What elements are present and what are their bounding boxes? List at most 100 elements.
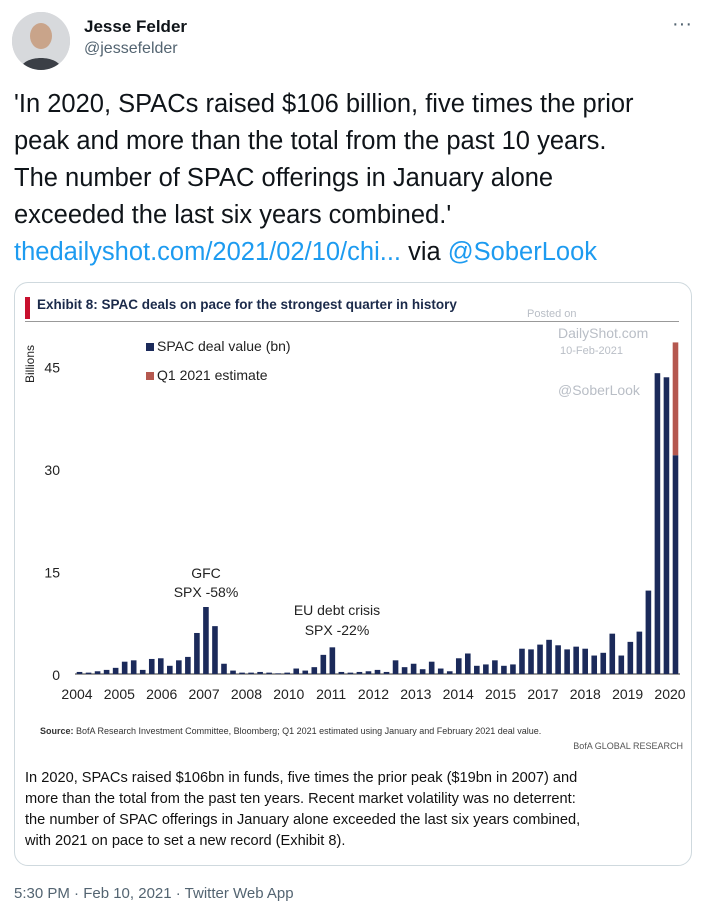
spac-deal-bar: [510, 664, 516, 674]
chart-description: In 2020, SPACs raised $106bn in funds, f…: [25, 768, 685, 852]
spac-deal-bar: [239, 672, 245, 674]
x-tick-label: 2008: [231, 686, 262, 702]
spac-bar-chart: 0 15 30 45 Billions 2004 2005 2006 2007 2008 2010 2…: [23, 338, 686, 702]
spac-deal-bar: [212, 626, 218, 674]
spac-deal-bar: [636, 631, 643, 674]
spac-deal-bar: [320, 654, 327, 674]
avatar-image: [12, 12, 70, 70]
spac-deal-bar: [329, 647, 336, 674]
spac-deal-bar: [275, 673, 281, 674]
spac-deal-bar: [293, 668, 300, 674]
y-tick-label: 0: [52, 667, 60, 683]
spac-deal-bar: [121, 661, 128, 674]
more-options-icon[interactable]: ···: [672, 13, 692, 35]
spac-deal-bar: [194, 632, 200, 674]
spac-deal-bar: [600, 652, 607, 674]
x-tick-label: 2005: [104, 686, 135, 702]
x-tick-label: 2013: [400, 686, 431, 702]
spac-deal-bar: [654, 373, 661, 674]
y-tick-label: 15: [44, 564, 60, 580]
tweet-timestamp[interactable]: 5:30 PM · Feb 10, 2021 · Twitter Web App: [14, 885, 294, 902]
spac-deal-bar: [130, 660, 137, 674]
y-tick-label: 45: [44, 359, 60, 375]
spac-deal-bar: [555, 645, 561, 674]
spac-deal-bar: [519, 648, 525, 674]
spac-deal-bar: [347, 672, 354, 674]
x-tick-label: 2006: [146, 686, 177, 702]
x-tick-label: 2007: [188, 686, 219, 702]
spac-deal-bar: [311, 667, 318, 674]
avatar[interactable]: [12, 12, 70, 70]
spac-deal-bar: [672, 455, 679, 674]
spac-deal-bar: [627, 641, 634, 674]
x-tick-label: 2020: [654, 686, 685, 702]
spac-deal-bar: [383, 671, 390, 674]
mention-link[interactable]: @SoberLook: [447, 238, 598, 266]
spac-deal-bar: [591, 655, 598, 674]
x-tick-label: 2010: [273, 686, 304, 702]
watermark-site: DailyShot.com: [558, 325, 649, 341]
spac-deal-bar: [302, 670, 309, 674]
x-tick-label: 2015: [485, 686, 516, 702]
exhibit-divider: [25, 321, 679, 322]
spac-deal-bar: [492, 660, 498, 674]
spac-deal-bar: [103, 669, 110, 674]
y-axis-label: Billions: [23, 345, 37, 383]
x-tick-label: 2014: [443, 686, 474, 702]
spac-deal-bar: [455, 658, 462, 674]
legend-label-deal: SPAC deal value (bn): [157, 338, 291, 354]
tweet-text-line: peak and more than the total from the pa…: [14, 127, 607, 155]
tweet-link-line: thedailyshot.com/2021/02/10/chi... via @…: [14, 234, 699, 271]
spac-deal-bar: [573, 646, 579, 674]
bofa-label: BofA GLOBAL RESEARCH: [573, 741, 683, 751]
exhibit-accent: [25, 297, 30, 319]
x-tick-label: 2018: [570, 686, 601, 702]
tweet-text-line: 'In 2020, SPACs raised $106 billion, fiv…: [14, 90, 634, 118]
legend-label-estimate: Q1 2021 estimate: [157, 367, 268, 383]
spac-deal-bar: [365, 671, 372, 674]
spac-deal-bar: [221, 663, 227, 674]
author-name[interactable]: Jesse Felder: [84, 17, 188, 36]
spac-deal-bar: [203, 607, 209, 674]
via-text: via: [401, 238, 448, 266]
spac-deal-bar: [546, 639, 552, 674]
spac-deal-bar: [248, 672, 254, 674]
legend-swatch-deal: [146, 343, 154, 351]
tweet-text-line: The number of SPAC offerings in January …: [14, 164, 554, 192]
watermark-date: 10-Feb-2021: [560, 345, 623, 357]
spac-deal-bar: [618, 655, 625, 674]
spac-deal-bar: [564, 649, 570, 674]
spac-deal-bar: [167, 665, 173, 674]
spac-deal-bar: [148, 658, 155, 674]
watermark-handle: @SoberLook: [558, 382, 640, 398]
author-handle[interactable]: @jessefelder: [84, 40, 178, 57]
spac-deal-bar: [230, 670, 236, 674]
annotation-gfc-spx: SPX -58%: [174, 584, 239, 600]
spac-deal-bar: [85, 672, 92, 674]
x-tick-label: 2012: [358, 686, 389, 702]
spac-deal-bar: [401, 667, 408, 674]
annotation-gfc: GFC: [191, 565, 221, 581]
watermark-posted-on: Posted on: [527, 308, 577, 320]
spac-deal-bar: [464, 653, 471, 674]
spac-deal-bar: [663, 377, 670, 674]
exhibit-title: Exhibit 8: SPAC deals on pace for the st…: [37, 297, 457, 312]
tweet-text: 'In 2020, SPACs raised $106 billion, fiv…: [14, 86, 699, 271]
tweet-link[interactable]: thedailyshot.com/2021/02/10/chi...: [14, 238, 401, 266]
spac-deal-bar: [266, 672, 272, 674]
q1-estimate-bar: [672, 342, 679, 456]
spac-deal-bar: [428, 661, 435, 674]
description-line: with 2021 on pace to set a new record (E…: [25, 833, 346, 849]
spac-deal-bar: [419, 669, 426, 674]
spac-deal-bar: [501, 665, 507, 674]
y-tick-label: 30: [44, 462, 60, 478]
annotation-eu-spx: SPX -22%: [305, 622, 370, 638]
spac-deal-bar: [537, 644, 543, 674]
spac-deal-bar: [645, 590, 652, 674]
spac-deal-bar: [139, 669, 146, 674]
media-card[interactable]: Exhibit 8: SPAC deals on pace for the st…: [14, 282, 692, 866]
x-tick-label: 2004: [61, 686, 92, 702]
chart-source: Source: BofA Research Investment Committ…: [40, 726, 541, 736]
description-line: more than the total from the past ten ye…: [25, 791, 576, 807]
spac-deal-bar: [76, 671, 83, 674]
